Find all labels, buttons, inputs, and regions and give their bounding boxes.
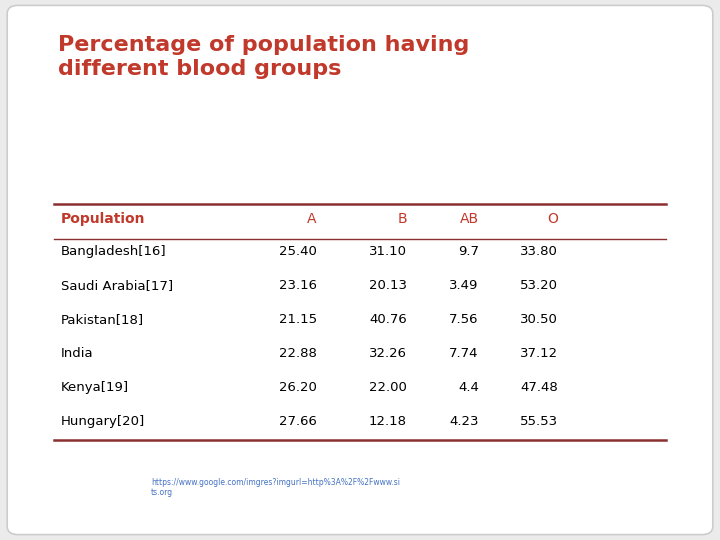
Text: Kenya[19]: Kenya[19]: [61, 381, 130, 394]
Text: India: India: [61, 347, 94, 360]
Text: 27.66: 27.66: [279, 415, 317, 428]
Text: 4.23: 4.23: [449, 415, 479, 428]
Text: AB: AB: [459, 212, 479, 226]
Text: Population: Population: [61, 212, 145, 226]
Text: O: O: [547, 212, 558, 226]
Text: Bangladesh[16]: Bangladesh[16]: [61, 245, 167, 258]
Text: 7.56: 7.56: [449, 313, 479, 326]
Text: 21.15: 21.15: [279, 313, 317, 326]
Text: B: B: [397, 212, 407, 226]
Text: 9.7: 9.7: [458, 245, 479, 258]
Text: 22.88: 22.88: [279, 347, 317, 360]
Text: 4.4: 4.4: [458, 381, 479, 394]
Text: Hungary[20]: Hungary[20]: [61, 415, 145, 428]
Text: 30.50: 30.50: [520, 313, 558, 326]
Text: Pakistan[18]: Pakistan[18]: [61, 313, 144, 326]
Text: 32.26: 32.26: [369, 347, 407, 360]
Text: https://www.google.com/imgres?imgurl=http%3A%2F%2Fwww.si
ts.org: https://www.google.com/imgres?imgurl=htt…: [151, 478, 400, 497]
Text: 7.74: 7.74: [449, 347, 479, 360]
Text: 12.18: 12.18: [369, 415, 407, 428]
Text: 26.20: 26.20: [279, 381, 317, 394]
Text: A: A: [307, 212, 317, 226]
Text: 53.20: 53.20: [520, 279, 558, 292]
Text: 33.80: 33.80: [520, 245, 558, 258]
Text: Saudi Arabia[17]: Saudi Arabia[17]: [61, 279, 174, 292]
Text: 37.12: 37.12: [520, 347, 558, 360]
Text: 20.13: 20.13: [369, 279, 407, 292]
Text: Percentage of population having
different blood groups: Percentage of population having differen…: [58, 35, 469, 79]
Text: 23.16: 23.16: [279, 279, 317, 292]
Text: 40.76: 40.76: [369, 313, 407, 326]
Text: 3.49: 3.49: [449, 279, 479, 292]
Text: 25.40: 25.40: [279, 245, 317, 258]
Text: 55.53: 55.53: [520, 415, 558, 428]
Text: 47.48: 47.48: [521, 381, 558, 394]
Text: 31.10: 31.10: [369, 245, 407, 258]
Text: 22.00: 22.00: [369, 381, 407, 394]
